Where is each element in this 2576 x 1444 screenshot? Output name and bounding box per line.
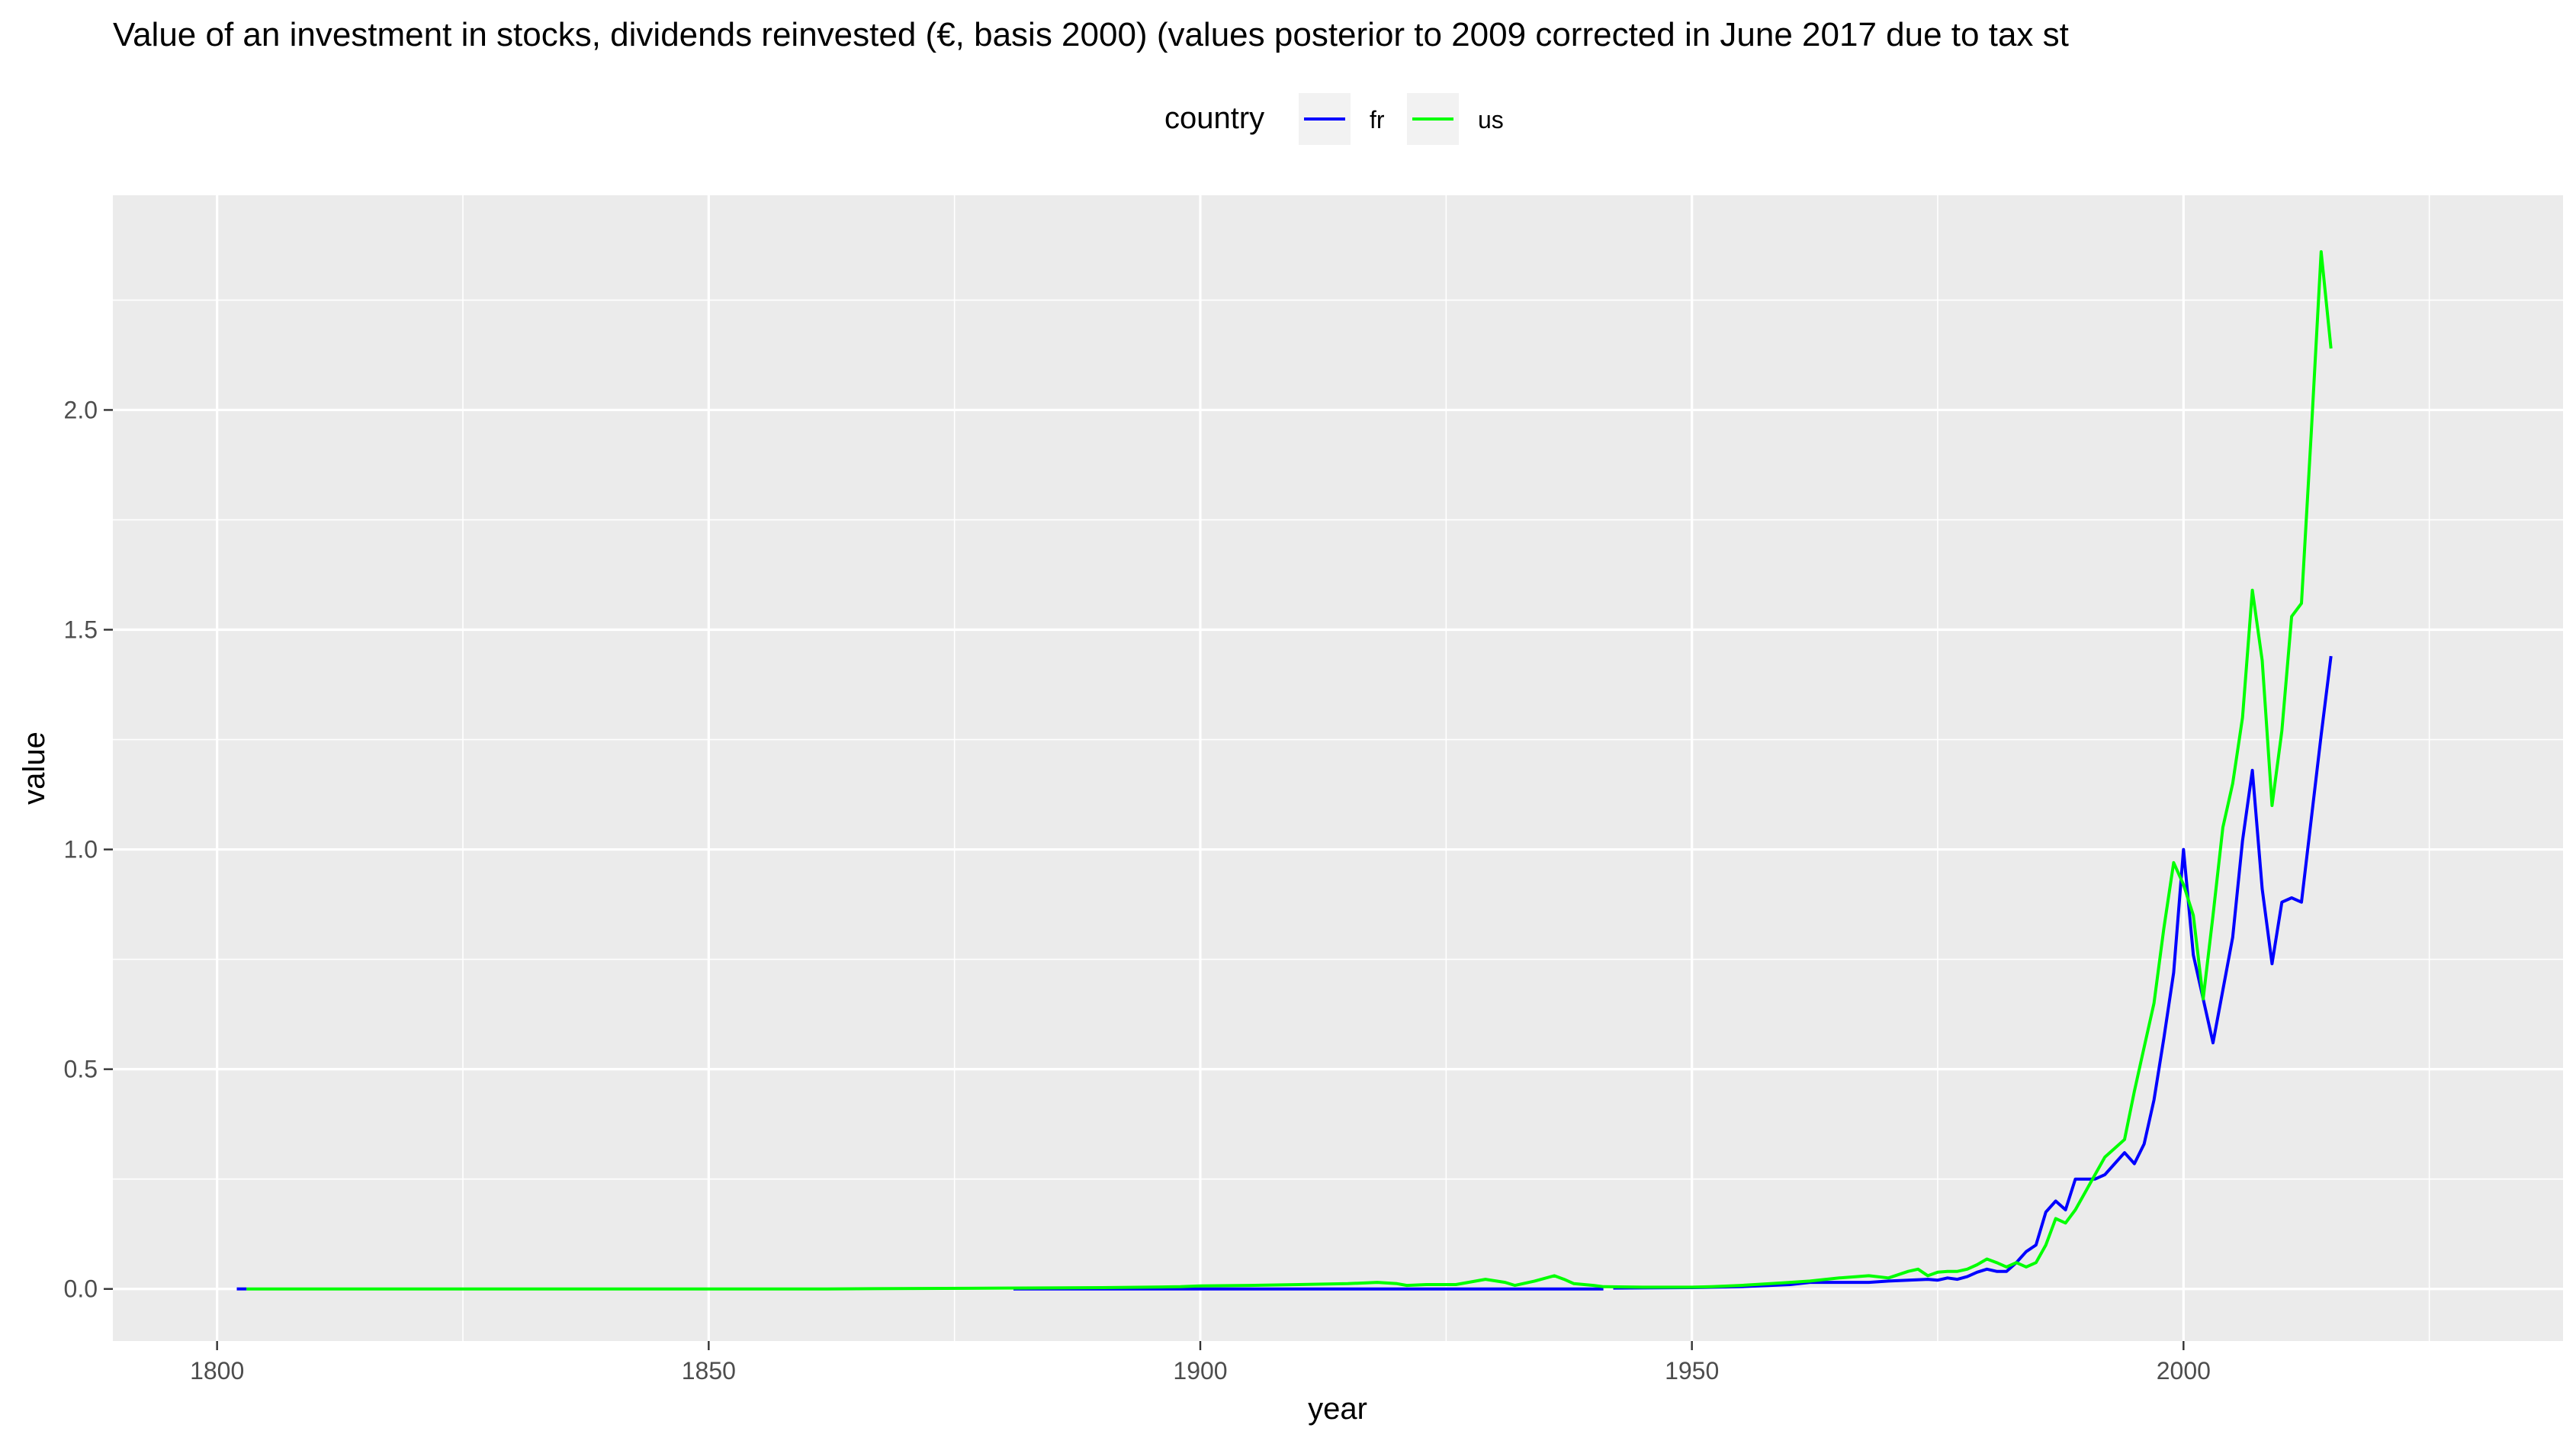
y-tick-label-1: 0.5 bbox=[64, 1056, 98, 1083]
legend: country fr us bbox=[1164, 93, 1504, 145]
plot-panel bbox=[113, 195, 2563, 1341]
x-tick-label-4: 2000 bbox=[2157, 1357, 2211, 1385]
series-line-us-0 bbox=[246, 250, 2333, 1291]
legend-label-fr: fr bbox=[1370, 106, 1385, 133]
legend-label-us: us bbox=[1478, 106, 1504, 133]
y-tick-label-3: 1.5 bbox=[64, 616, 98, 644]
x-axis-label: year bbox=[1308, 1392, 1367, 1426]
x-axis: 1800 1850 1900 1950 2000 bbox=[190, 1341, 2211, 1385]
y-tick-label-0: 0.0 bbox=[64, 1275, 98, 1303]
minor-gridlines bbox=[113, 195, 2563, 1341]
y-tick-label-2: 1.0 bbox=[64, 836, 98, 864]
chart-title: Value of an investment in stocks, divide… bbox=[113, 16, 2069, 53]
series-lines bbox=[236, 250, 2333, 1291]
x-tick-label-3: 1950 bbox=[1665, 1357, 1719, 1385]
y-axis-label: value bbox=[18, 732, 51, 805]
x-tick-label-2: 1900 bbox=[1173, 1357, 1227, 1385]
x-tick-label-0: 1800 bbox=[190, 1357, 244, 1385]
series-line-fr-2 bbox=[1613, 655, 2333, 1290]
legend-title: country bbox=[1164, 101, 1264, 135]
y-tick-label-4: 2.0 bbox=[64, 396, 98, 423]
y-axis: 0.0 0.5 1.0 1.5 2.0 bbox=[64, 396, 113, 1303]
x-tick-label-1: 1850 bbox=[682, 1357, 736, 1385]
